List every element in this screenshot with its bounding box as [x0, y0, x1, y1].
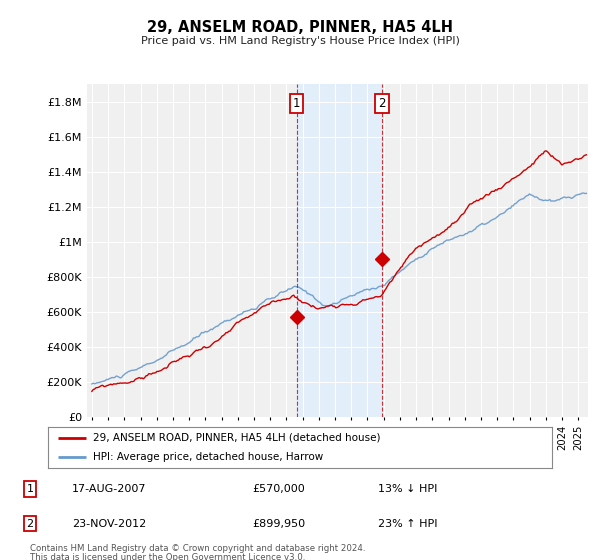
Text: 29, ANSELM ROAD, PINNER, HA5 4LH (detached house): 29, ANSELM ROAD, PINNER, HA5 4LH (detach…	[94, 433, 381, 443]
Text: 17-AUG-2007: 17-AUG-2007	[72, 484, 146, 494]
Text: This data is licensed under the Open Government Licence v3.0.: This data is licensed under the Open Gov…	[30, 553, 305, 560]
Text: 2: 2	[26, 519, 34, 529]
Text: 23-NOV-2012: 23-NOV-2012	[72, 519, 146, 529]
Text: 13% ↓ HPI: 13% ↓ HPI	[378, 484, 437, 494]
Text: 1: 1	[26, 484, 34, 494]
Text: Contains HM Land Registry data © Crown copyright and database right 2024.: Contains HM Land Registry data © Crown c…	[30, 544, 365, 553]
Text: Price paid vs. HM Land Registry's House Price Index (HPI): Price paid vs. HM Land Registry's House …	[140, 36, 460, 46]
Text: 2: 2	[379, 97, 386, 110]
Bar	[296, 84, 382, 417]
Text: £899,950: £899,950	[252, 519, 305, 529]
Text: 1: 1	[293, 97, 301, 110]
Text: HPI: Average price, detached house, Harrow: HPI: Average price, detached house, Harr…	[94, 451, 323, 461]
Text: £570,000: £570,000	[252, 484, 305, 494]
Text: 29, ANSELM ROAD, PINNER, HA5 4LH: 29, ANSELM ROAD, PINNER, HA5 4LH	[147, 20, 453, 35]
Text: 23% ↑ HPI: 23% ↑ HPI	[378, 519, 437, 529]
